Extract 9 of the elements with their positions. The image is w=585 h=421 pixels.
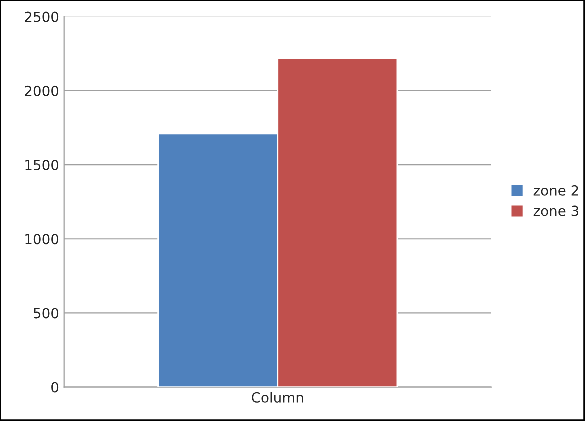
y-tick-label: 2000 — [25, 86, 59, 96]
legend-label: zone 2 — [534, 185, 578, 196]
y-tick-label: 1500 — [26, 160, 59, 171]
x-tick-label: Column — [252, 392, 304, 403]
y-tick-label: 500 — [34, 308, 59, 319]
y-tick-label: 2500 — [25, 12, 59, 22]
legend-label: zone 3 — [534, 206, 579, 216]
y-tick-label: 0 — [52, 382, 59, 393]
y-tick-label: 1000 — [26, 234, 59, 245]
